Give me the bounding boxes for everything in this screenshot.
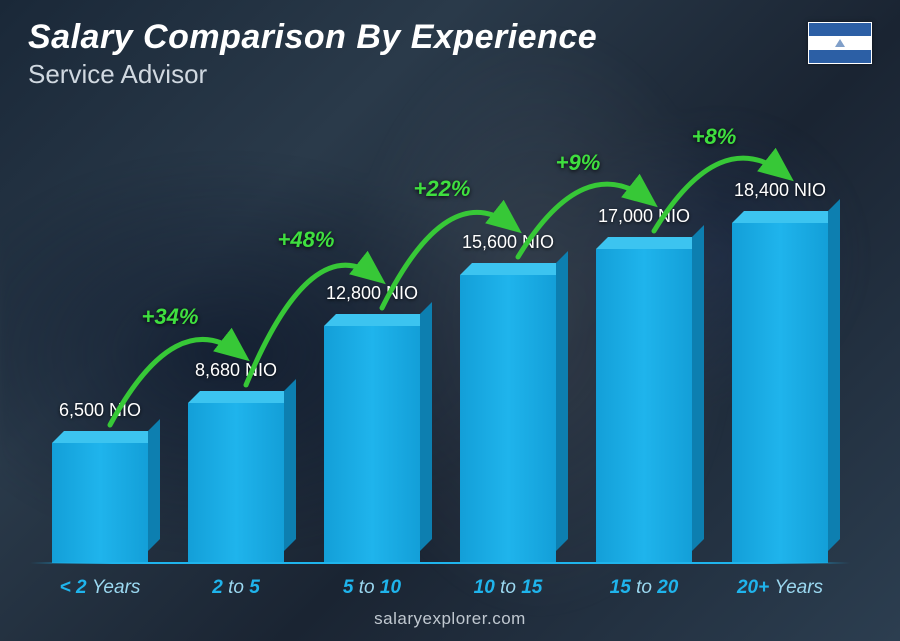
x-axis-label: 20+ Years bbox=[720, 577, 840, 599]
bar-value-label: 8,680 NIO bbox=[166, 360, 306, 381]
bar-slot: 8,680 NIO bbox=[176, 110, 296, 563]
bar bbox=[188, 403, 284, 563]
chart-subtitle: Service Advisor bbox=[28, 59, 597, 90]
bar-top-face bbox=[52, 431, 160, 443]
bar-top-face bbox=[188, 391, 296, 403]
bar-side-face bbox=[556, 251, 568, 551]
bar-side-face bbox=[420, 302, 432, 551]
footer-attribution: salaryexplorer.com bbox=[0, 609, 900, 629]
bar-value-label: 17,000 NIO bbox=[574, 206, 714, 227]
x-labels-row: < 2 Years 2 to 5 5 to 10 10 to 15 15 to 20 20… bbox=[40, 577, 840, 599]
bar bbox=[732, 223, 828, 563]
bar-slot: 17,000 NIO bbox=[584, 110, 704, 563]
bar-side-face bbox=[284, 379, 296, 551]
pct-change-label: +22% bbox=[414, 176, 471, 202]
bar-front bbox=[324, 326, 420, 563]
chart-baseline bbox=[30, 562, 850, 564]
bar-front bbox=[52, 443, 148, 563]
bar-front bbox=[596, 249, 692, 563]
pct-change-label: +8% bbox=[692, 124, 737, 150]
flag-stripe-top bbox=[809, 23, 871, 36]
bar-side-face bbox=[148, 419, 160, 551]
bar-side-face bbox=[828, 199, 840, 551]
x-axis-label: 10 to 15 bbox=[448, 577, 568, 599]
bar-front bbox=[732, 223, 828, 563]
bar-top-face bbox=[324, 314, 432, 326]
pct-change-label: +9% bbox=[556, 150, 601, 176]
flag-emblem-icon bbox=[835, 39, 845, 47]
bar bbox=[52, 443, 148, 563]
bar-front bbox=[460, 275, 556, 563]
flag-stripe-middle bbox=[809, 36, 871, 49]
chart-title: Salary Comparison By Experience bbox=[28, 18, 597, 57]
title-block: Salary Comparison By Experience Service … bbox=[28, 18, 597, 90]
country-flag-nicaragua bbox=[808, 22, 872, 64]
flag-stripe-bottom bbox=[809, 50, 871, 63]
bar-value-label: 18,400 NIO bbox=[710, 180, 850, 201]
bar-slot: 6,500 NIO bbox=[40, 110, 160, 563]
bar-top-face bbox=[596, 237, 704, 249]
pct-change-label: +34% bbox=[142, 304, 199, 330]
bar-front bbox=[188, 403, 284, 563]
x-axis-label: 5 to 10 bbox=[312, 577, 432, 599]
x-axis-label: 2 to 5 bbox=[176, 577, 296, 599]
bar-top-face bbox=[460, 263, 568, 275]
x-axis-label: 15 to 20 bbox=[584, 577, 704, 599]
bar-value-label: 6,500 NIO bbox=[30, 400, 170, 421]
bar bbox=[596, 249, 692, 563]
bar bbox=[324, 326, 420, 563]
bar-slot: 18,400 NIO bbox=[720, 110, 840, 563]
bar-top-face bbox=[732, 211, 840, 223]
bar-side-face bbox=[692, 225, 704, 551]
bar-value-label: 12,800 NIO bbox=[302, 283, 442, 304]
x-axis-label: < 2 Years bbox=[40, 577, 160, 599]
bar bbox=[460, 275, 556, 563]
pct-change-label: +48% bbox=[278, 227, 335, 253]
bar-value-label: 15,600 NIO bbox=[438, 232, 578, 253]
